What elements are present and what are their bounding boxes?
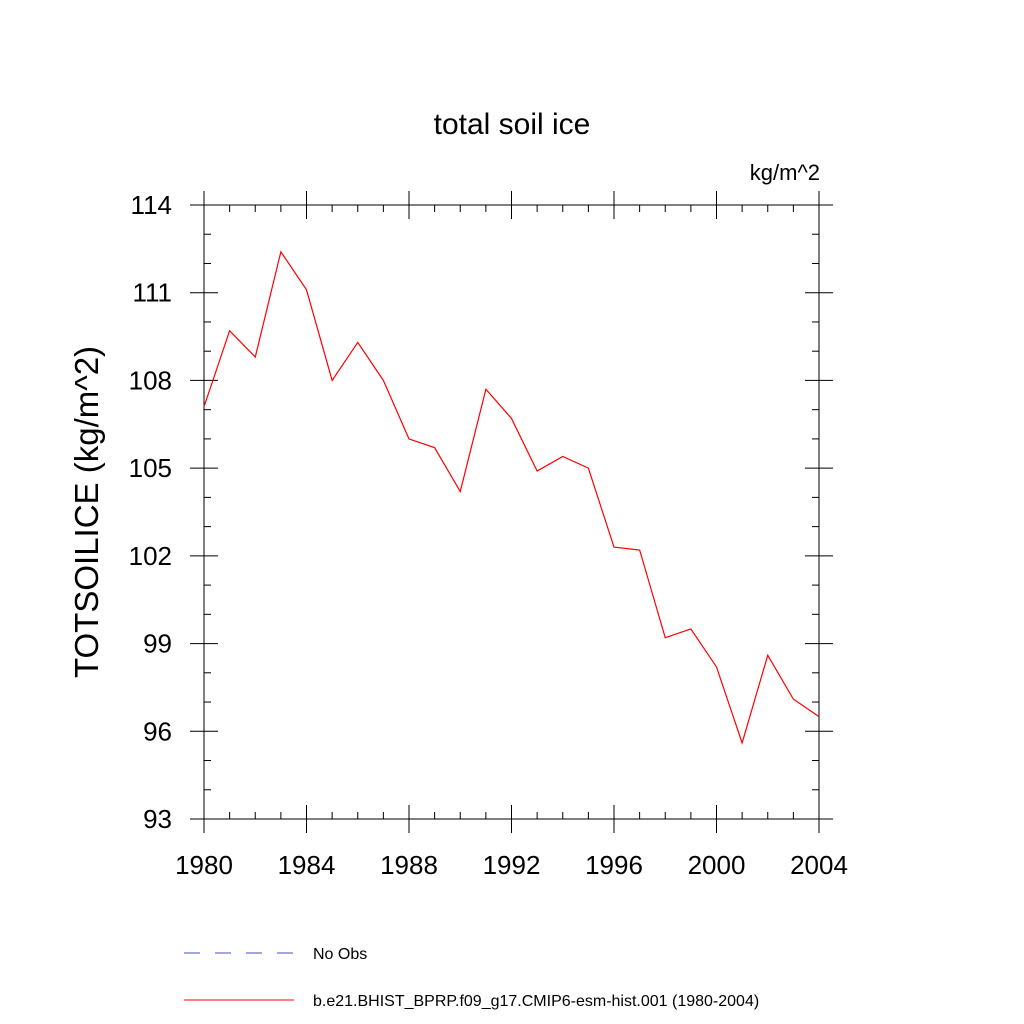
legend-label: b.e21.BHIST_BPRP.f09_g17.CMIP6-esm-hist.… — [313, 993, 759, 1010]
series-line — [203, 250, 820, 745]
tick-labels: 1980 1984 1988 1992 1996 2000 2004 93 96 99 102 105… — [129, 190, 848, 880]
tick-marks — [190, 191, 833, 833]
x-tick-label: 1980 — [175, 850, 233, 880]
y-tick-label: 111 — [132, 278, 172, 308]
legend: No Obs b.e21.BHIST_BPRP.f09_g17.CMIP6-esm… — [184, 946, 759, 1010]
x-tick-label: 1996 — [585, 850, 643, 880]
y-tick-label: 99 — [143, 629, 172, 659]
y-tick-label: 96 — [143, 716, 172, 746]
x-tick-label: 1984 — [278, 850, 336, 880]
x-tick-label: 2000 — [688, 850, 746, 880]
y-tick-label: 108 — [129, 365, 172, 395]
legend-label: No Obs — [313, 946, 367, 963]
x-tick-label: 1988 — [380, 850, 438, 880]
y-tick-label: 105 — [129, 453, 172, 483]
units-label: kg/m^2 — [750, 160, 820, 185]
y-tick-label: 102 — [129, 541, 172, 571]
series-layer — [203, 250, 820, 745]
y-tick-label: 114 — [131, 190, 172, 220]
x-tick-label: 1992 — [483, 850, 541, 880]
plot-frame — [203, 204, 820, 820]
y-tick-label: 93 — [143, 804, 172, 834]
x-tick-label: 2004 — [790, 850, 848, 880]
chart-title: total soil ice — [434, 108, 591, 141]
y-axis-label: TOTSOILICE (kg/m^2) — [68, 346, 105, 678]
